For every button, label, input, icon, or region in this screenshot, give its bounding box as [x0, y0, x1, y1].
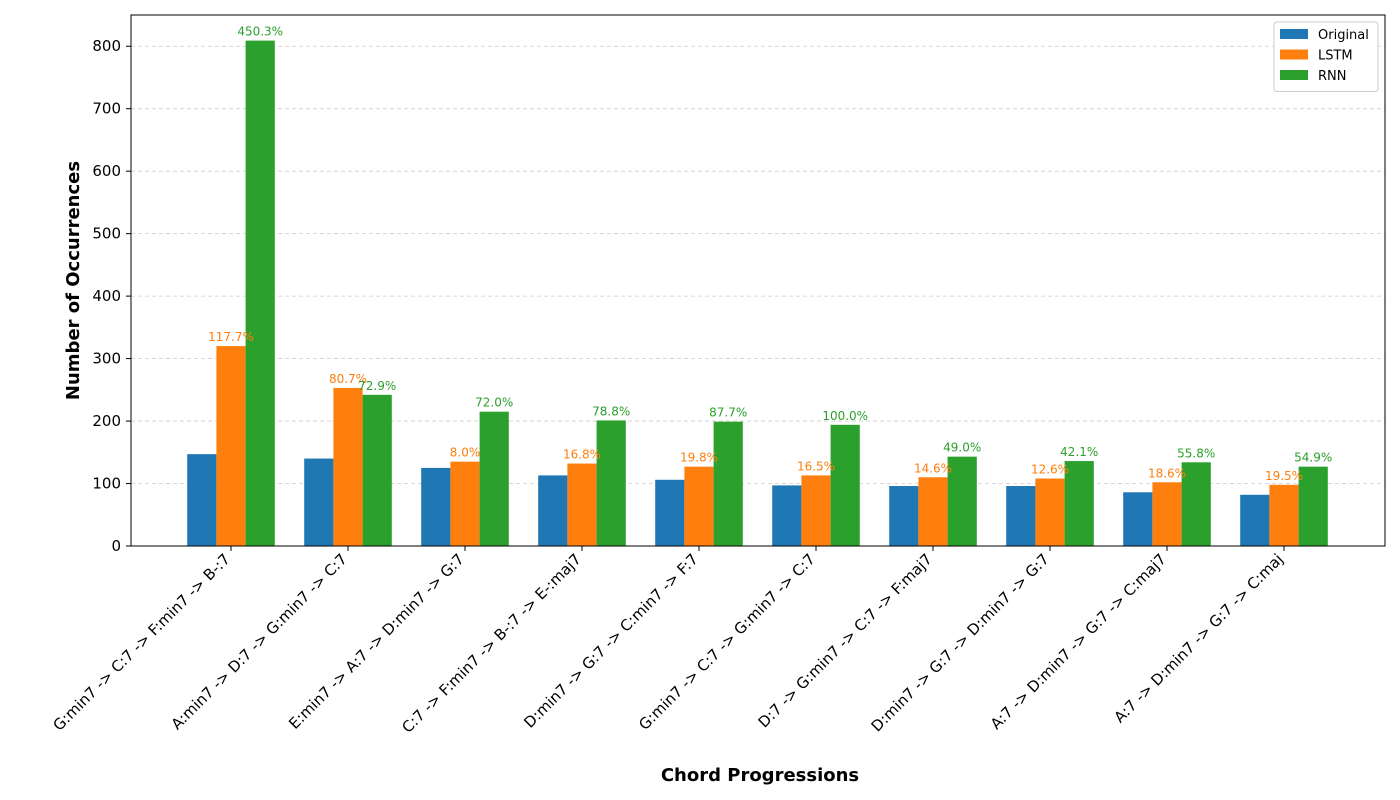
- legend-label-original: Original: [1318, 28, 1369, 43]
- bar-original: [304, 458, 334, 546]
- y-tick-label: 500: [92, 225, 121, 243]
- bar-rnn: [1064, 461, 1094, 546]
- legend-label-rnn: RNN: [1318, 69, 1346, 84]
- bar-original: [187, 454, 217, 546]
- bar-lstm: [1269, 484, 1299, 546]
- bar-rnn: [362, 394, 392, 546]
- y-tick-label: 300: [92, 350, 121, 368]
- grid-lines: [131, 45, 1385, 484]
- bar-rnn: [1298, 466, 1328, 546]
- y-tick-label: 600: [92, 162, 121, 180]
- y-tick-label: 400: [92, 287, 121, 305]
- bar-lstm: [567, 463, 597, 546]
- data-label-lstm: 16.5%: [797, 459, 835, 473]
- bar-lstm: [801, 475, 831, 546]
- data-label-rnn: 42.1%: [1060, 445, 1098, 459]
- y-tick-label: 100: [92, 475, 121, 493]
- y-tick-label: 200: [92, 412, 121, 430]
- bar-original: [421, 467, 451, 546]
- data-label-lstm: 12.6%: [1031, 463, 1069, 477]
- bar-original: [655, 479, 685, 546]
- bar-rnn: [245, 40, 275, 546]
- data-labels: 117.7% 450.3% 80.7%72.9% 8.0% 72.0% 16.8% 78.8…: [208, 25, 1332, 483]
- legend-swatch-rnn: [1280, 70, 1308, 80]
- bar-original: [1123, 492, 1153, 546]
- data-label-lstm: 18.6%: [1148, 466, 1186, 480]
- x-axis: G:min7 -> C:7 -> F:min7 -> B-:7A:min7 ->…: [49, 546, 1287, 737]
- bar-original: [772, 485, 802, 546]
- data-label-lstm: 19.5%: [1265, 469, 1303, 483]
- data-label-rnn: 54.9%: [1294, 451, 1332, 465]
- legend-swatch-original: [1280, 29, 1308, 39]
- bar-rnn: [596, 420, 626, 546]
- data-label-rnn: 78.8%: [592, 404, 630, 418]
- y-tick-label: 700: [92, 100, 121, 118]
- legend-label-lstm: LSTM: [1318, 49, 1353, 64]
- bar-original: [1006, 486, 1036, 546]
- plot-frame: [130, 14, 1386, 547]
- data-label-lstm: 8.0%: [450, 446, 481, 460]
- data-label-rnn: 87.7%: [709, 406, 747, 420]
- bar-rnn: [830, 424, 860, 546]
- y-axis: 0 100 200 300 400 500 600 700 800: [92, 37, 131, 555]
- bars: [187, 40, 1328, 546]
- x-axis-title: Chord Progressions: [661, 765, 859, 786]
- bar-lstm: [1035, 478, 1065, 546]
- bar-original: [889, 486, 919, 546]
- data-label-rnn: 55.8%: [1177, 446, 1215, 460]
- bar-lstm: [450, 461, 480, 546]
- bar-original: [538, 475, 568, 546]
- data-label-lstm: 16.8%: [563, 448, 601, 462]
- data-label-rnn: 450.3%: [237, 25, 283, 39]
- legend: Original LSTM RNN: [1273, 21, 1379, 92]
- bar-lstm: [333, 387, 363, 546]
- data-label-rnn: 49.0%: [943, 441, 981, 455]
- bar-original: [1240, 494, 1270, 546]
- bar-lstm: [1152, 482, 1182, 546]
- legend-swatch-lstm: [1280, 49, 1308, 60]
- bar-lstm: [684, 466, 714, 546]
- bar-lstm: [216, 346, 246, 546]
- bar-rnn: [947, 456, 977, 546]
- bar-rnn: [713, 421, 743, 546]
- y-tick-label: 800: [92, 37, 121, 55]
- y-axis-title: Number of Occurrences: [63, 161, 84, 400]
- data-label-rnn: 72.9%: [358, 379, 396, 393]
- bar-lstm: [918, 477, 948, 546]
- bar-rnn: [479, 411, 509, 546]
- data-label-lstm: 80.7%: [329, 372, 367, 386]
- bar-rnn: [1181, 462, 1211, 546]
- data-label-lstm: 19.8%: [680, 451, 718, 465]
- data-label-rnn: 72.0%: [475, 396, 513, 410]
- data-label-lstm: 14.6%: [914, 461, 952, 475]
- y-tick-label: 0: [111, 537, 121, 555]
- data-label-rnn: 100.0%: [822, 409, 868, 423]
- data-label-lstm: 117.7%: [208, 330, 254, 344]
